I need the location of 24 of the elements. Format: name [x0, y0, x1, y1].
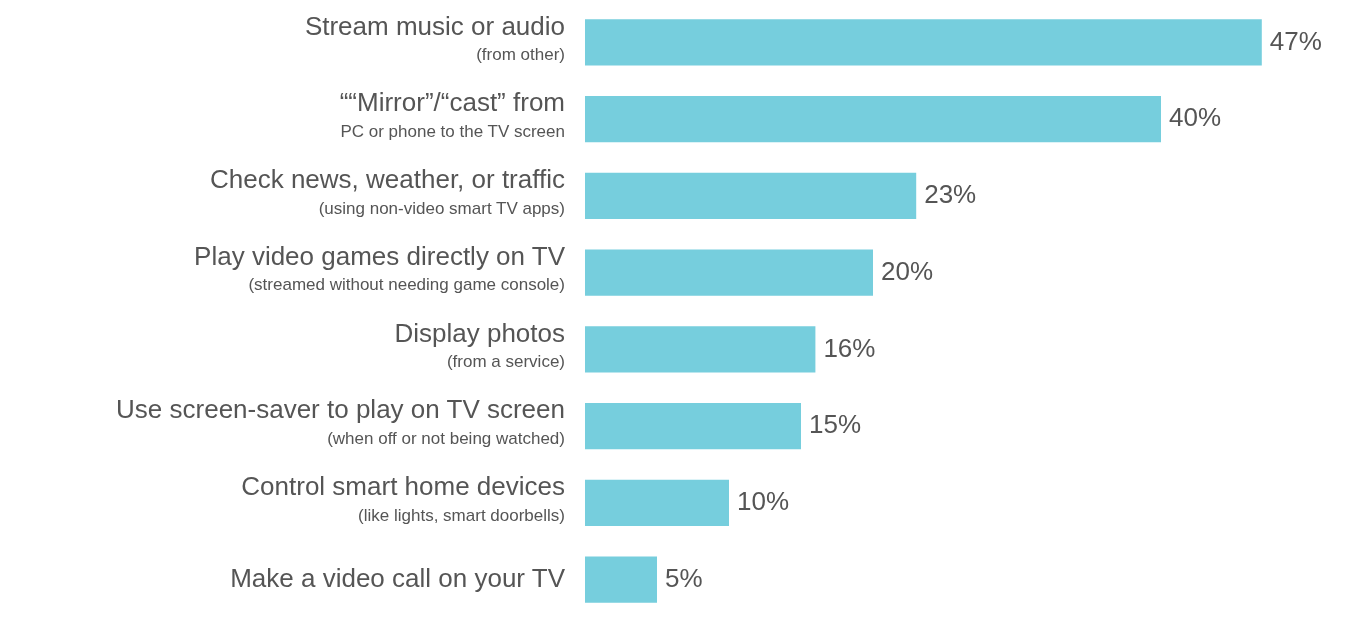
y-tick-label: Use screen-saver to play on TV screen (when off or not being watched) [116, 394, 565, 448]
y-tick-label: ““Mirror”/“cast” from PC or phone to the TV screen [339, 87, 565, 141]
y-tick-label: Make a video call on your TV [230, 562, 566, 593]
data-label: 20% [881, 255, 934, 286]
y-tick-label: Control smart home devices (like lights, smart doorbells) [241, 471, 565, 525]
bar [585, 403, 801, 450]
bar [585, 249, 873, 296]
data-label: 10% [737, 486, 790, 517]
bar [585, 479, 729, 526]
data-label: 15% [809, 409, 862, 440]
data-label: 40% [1169, 102, 1222, 133]
bar [585, 96, 1161, 143]
y-tick-label: Display photos (from a service) [394, 317, 565, 372]
data-label: 23% [924, 179, 977, 210]
data-label: 16% [823, 332, 876, 363]
data-label: 5% [665, 562, 703, 593]
y-tick-label: Play video games directly on TV (streamed without needing game console) [194, 240, 566, 295]
y-tick-label: Check news, weather, or traffic (using non-video smart TV apps) [209, 164, 565, 218]
bar [585, 19, 1262, 66]
bar [585, 556, 657, 603]
y-tick-label: Stream music or audio (from other) [304, 10, 565, 65]
data-label: 47% [1269, 25, 1322, 56]
bar [585, 172, 917, 219]
bar [585, 326, 816, 373]
